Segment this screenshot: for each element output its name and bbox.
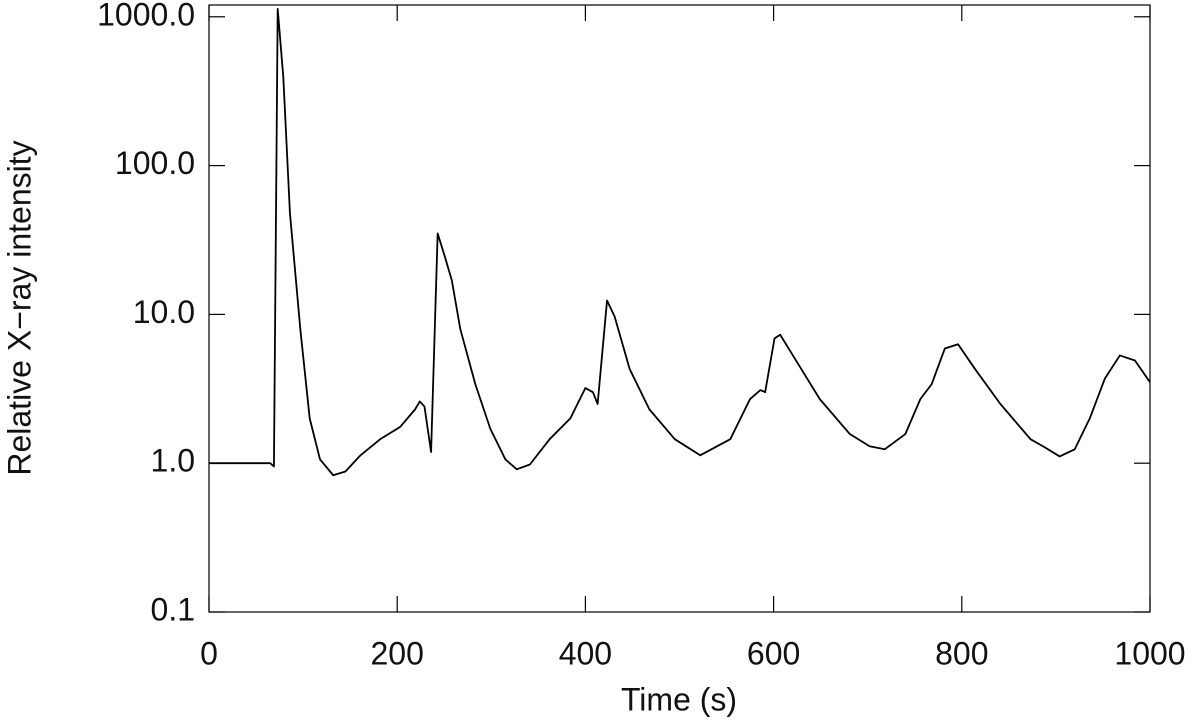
- x-tick-label: 1000: [1114, 635, 1185, 671]
- y-tick-label: 0.1: [151, 591, 195, 627]
- x-tick-label: 600: [747, 635, 800, 671]
- x-tick-label: 400: [559, 635, 612, 671]
- x-tick-label: 800: [935, 635, 988, 671]
- x-axis-label: Time (s): [621, 681, 737, 717]
- plot-frame: [208, 4, 1151, 613]
- y-tick-label: 1000.0: [97, 0, 195, 32]
- data-line: [209, 7, 1151, 477]
- y-axis-label: Relative X−ray intensity: [1, 140, 37, 475]
- x-tick-label: 0: [200, 635, 218, 671]
- y-tick-label: 100.0: [115, 145, 195, 181]
- y-tick-label: 1.0: [151, 443, 195, 479]
- y-tick-label: 10.0: [133, 294, 195, 330]
- x-tick-label: 200: [371, 635, 424, 671]
